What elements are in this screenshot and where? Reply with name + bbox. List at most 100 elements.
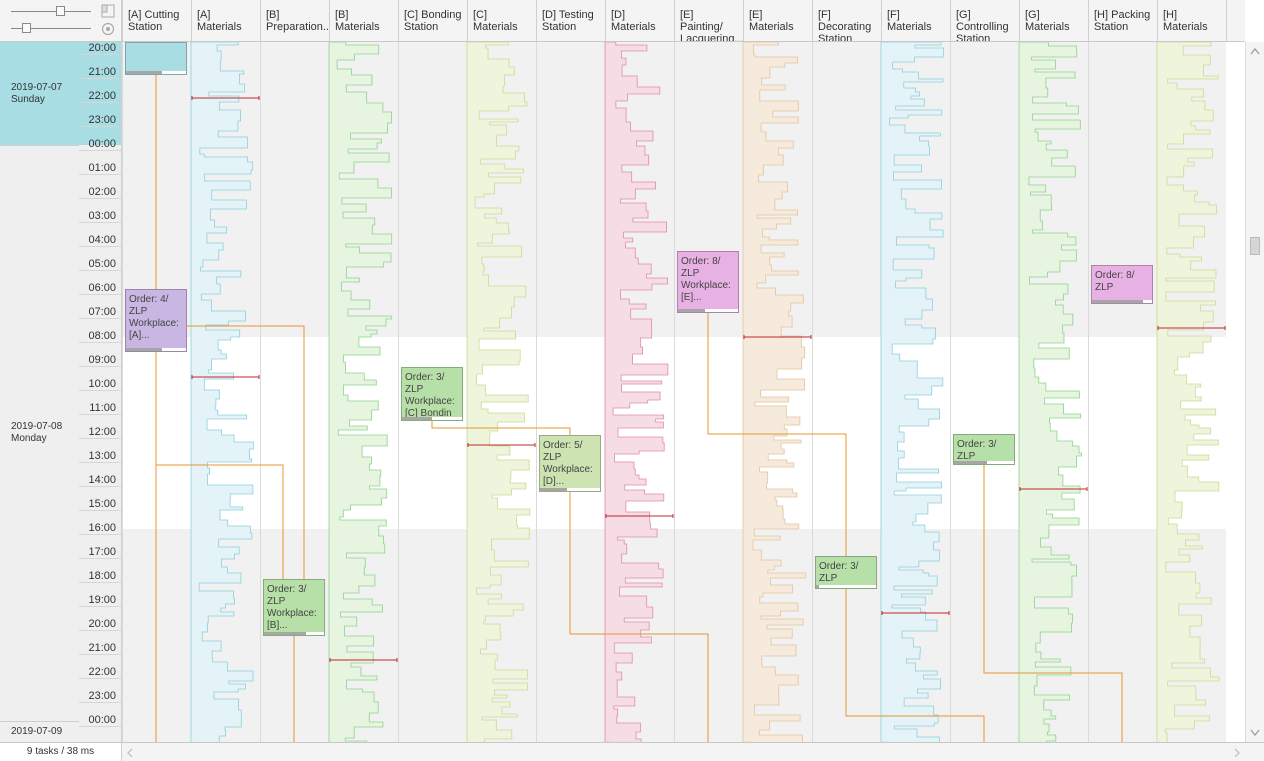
materials-level-11 bbox=[880, 42, 944, 742]
task-count-status: 9 tasks / 38 ms bbox=[0, 743, 122, 761]
task-progress-fill bbox=[540, 488, 567, 491]
column-header-12[interactable]: [F] Materials bbox=[881, 0, 950, 41]
task-progress-fill bbox=[402, 417, 432, 420]
hour-label: 00:00 bbox=[88, 714, 116, 726]
hour-label: 02:00 bbox=[88, 186, 116, 198]
column-header-10[interactable]: [E] Materials bbox=[743, 0, 812, 41]
task-label: Workplace: bbox=[681, 280, 731, 291]
header-filler bbox=[1226, 0, 1245, 41]
task-label: [E]... bbox=[681, 292, 702, 303]
task-bar-t8[interactable]: Order: 3/ZLP bbox=[953, 434, 1015, 465]
task-bar-t9[interactable]: Order: 8/ZLP bbox=[1091, 265, 1153, 304]
task-label: Order: 3/ bbox=[819, 561, 859, 572]
task-label: Workplace: bbox=[543, 464, 593, 475]
task-label: [B]... bbox=[267, 620, 288, 631]
task-label: ZLP bbox=[819, 573, 838, 584]
column-header-4[interactable]: [B] Materials bbox=[329, 0, 398, 41]
column-header-16[interactable]: [H] Materials bbox=[1157, 0, 1226, 41]
task-progress-fill bbox=[126, 71, 162, 74]
task-bar-t7[interactable]: Order: 3/ZLP bbox=[815, 556, 877, 589]
hour-label: 14:00 bbox=[88, 474, 116, 486]
hour-label: 11:00 bbox=[89, 402, 116, 414]
hour-label: 07:00 bbox=[88, 306, 116, 318]
task-label: [D]... bbox=[543, 476, 565, 487]
task-bar-t2[interactable]: Order: 4/ZLP Workplace: [A]... bbox=[125, 289, 187, 352]
column-header-7[interactable]: [D] Testing Station bbox=[536, 0, 605, 41]
task-label: ZLP bbox=[543, 452, 562, 463]
scroll-right-icon[interactable] bbox=[1233, 748, 1241, 758]
hour-label: 23:00 bbox=[88, 690, 116, 702]
target-icon[interactable] bbox=[101, 22, 115, 36]
materials-level-3 bbox=[328, 42, 393, 742]
day-label-3: 2019-07-09 bbox=[11, 726, 63, 737]
column-header-13[interactable]: [G] Controlling Station bbox=[950, 0, 1019, 41]
hour-label: 19:00 bbox=[88, 594, 116, 606]
task-bar-t6[interactable]: Order: 8/ZLP Workplace: [E]... bbox=[677, 251, 739, 313]
column-header-11[interactable]: [F] Decorating Station bbox=[812, 0, 881, 41]
task-label: ZLP bbox=[129, 306, 148, 317]
dependency-link bbox=[431, 419, 571, 435]
hour-label: 09:00 bbox=[88, 354, 116, 366]
day-label-1: 2019-07-07 Sunday bbox=[11, 82, 63, 105]
zoom-slider-track-top bbox=[11, 11, 91, 12]
task-progress-track bbox=[678, 309, 738, 312]
materials-level-7 bbox=[604, 42, 669, 742]
task-progress-track bbox=[816, 585, 876, 588]
dependency-link bbox=[569, 492, 709, 742]
column-header-6[interactable]: [C] Materials bbox=[467, 0, 536, 41]
zoom-slider-bottom[interactable] bbox=[22, 23, 31, 33]
task-label: Order: 5/ bbox=[543, 440, 583, 451]
hour-label: 21:00 bbox=[88, 66, 116, 78]
task-bar-t5[interactable]: Order: 5/ZLP Workplace: [D]... bbox=[539, 435, 601, 492]
hour-label: 01:00 bbox=[88, 162, 116, 174]
hour-label: 21:00 bbox=[88, 642, 116, 654]
schedule-grid[interactable]: Order: 4/ZLP Workplace: [A]... Order: 3/ZLP… bbox=[122, 42, 1226, 742]
hour-label: 04:00 bbox=[88, 234, 116, 246]
hour-label: 05:00 bbox=[88, 258, 116, 270]
task-progress-track bbox=[126, 348, 186, 351]
task-label: [A]... bbox=[129, 330, 150, 341]
column-header-15[interactable]: [H] Packing Station bbox=[1088, 0, 1157, 41]
hour-label: 20:00 bbox=[88, 618, 116, 630]
scroll-thumb[interactable] bbox=[1250, 237, 1260, 255]
column-header-3[interactable]: [B] Preparation... bbox=[260, 0, 329, 41]
fit-icon[interactable] bbox=[101, 4, 115, 18]
task-label: [C] Bondin bbox=[405, 408, 452, 419]
task-progress-fill bbox=[264, 632, 306, 635]
task-label: ZLP bbox=[1095, 282, 1114, 293]
column-header-1[interactable]: [A] Cutting Station bbox=[122, 0, 191, 41]
hour-label: 17:00 bbox=[88, 546, 116, 558]
column-header-2[interactable]: [A] Materials bbox=[191, 0, 260, 41]
hour-label: 15:00 bbox=[88, 498, 116, 510]
task-label: Order: 3/ bbox=[267, 584, 307, 595]
column-header-8[interactable]: [D] Materials bbox=[605, 0, 674, 41]
task-bar-t3[interactable]: Order: 3/ZLP Workplace: [B]... bbox=[263, 579, 325, 636]
status-bar: 9 tasks / 38 ms bbox=[0, 742, 1264, 761]
task-progress-track bbox=[264, 632, 324, 635]
task-bar-t1[interactable] bbox=[125, 42, 187, 75]
zoom-slider-top[interactable] bbox=[56, 6, 65, 16]
materials-level-13 bbox=[1018, 42, 1082, 742]
column-header-14[interactable]: [G] Materials bbox=[1019, 0, 1088, 41]
day-label-2: 2019-07-08 Monday bbox=[11, 421, 63, 444]
task-label: Workplace: bbox=[267, 608, 317, 619]
vertical-scrollbar[interactable] bbox=[1245, 42, 1264, 742]
hour-label: 12:00 bbox=[88, 426, 116, 438]
task-label: Order: 4/ bbox=[129, 294, 169, 305]
task-label: ZLP bbox=[267, 596, 286, 607]
task-progress-track bbox=[402, 417, 462, 420]
scroll-left-icon[interactable] bbox=[126, 748, 134, 758]
hour-label: 23:00 bbox=[88, 114, 116, 126]
column-header-9[interactable]: [E] Painting/Lacquering... bbox=[674, 0, 743, 41]
column-header-5[interactable]: [C] Bonding Station bbox=[398, 0, 467, 41]
task-label: Workplace: bbox=[405, 396, 455, 407]
hour-label: 06:00 bbox=[88, 282, 116, 294]
dependency-link bbox=[186, 325, 305, 579]
task-label: ZLP bbox=[405, 384, 424, 395]
scroll-up-icon[interactable] bbox=[1250, 47, 1260, 55]
task-label: Order: 3/ bbox=[957, 439, 997, 450]
task-bar-t4[interactable]: Order: 3/ZLP Workplace: [C] Bondin bbox=[401, 367, 463, 421]
zoom-controls bbox=[0, 0, 122, 41]
scroll-down-icon[interactable] bbox=[1250, 729, 1260, 737]
task-label: ZLP bbox=[681, 268, 700, 279]
